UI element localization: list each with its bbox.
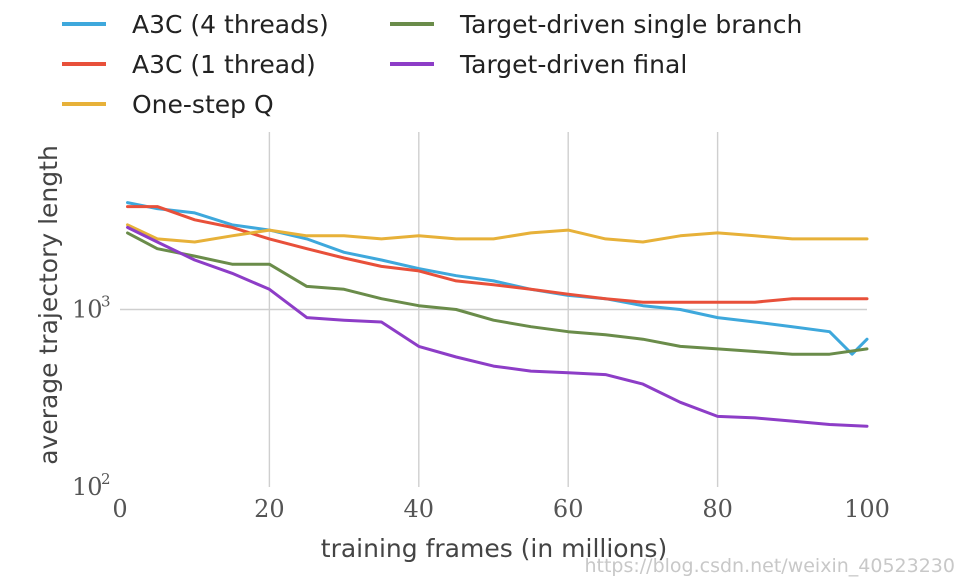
- series-line-target-driven-final: [126, 225, 869, 428]
- x-tick-label: 0: [112, 495, 127, 523]
- grid-lines: [120, 132, 867, 487]
- series-line-a3c-4-threads: [126, 201, 869, 356]
- x-tick-label: 60: [553, 495, 584, 523]
- legend: A3C (4 threads) A3C (1 thread) One-step Q T…: [62, 10, 802, 119]
- series-line-a3c-1-thread: [126, 205, 869, 304]
- y-tick-label: 10: [72, 296, 103, 324]
- x-tick-label: 100: [844, 495, 890, 523]
- x-tick-label: 40: [404, 495, 435, 523]
- legend-entry-label: Target-driven final: [459, 50, 687, 79]
- series-line-target-driven-single-branch: [126, 231, 869, 356]
- legend-entry-label: One-step Q: [132, 90, 274, 119]
- y-axis-label: average trajectory length: [34, 145, 63, 465]
- x-tick-label: 80: [702, 495, 733, 523]
- series-line-one-step-q: [126, 223, 869, 244]
- y-tick-label: 10: [72, 473, 103, 501]
- x-tick-label: 20: [254, 495, 285, 523]
- watermark-text: https://blog.csdn.net/weixin_40523230: [584, 555, 955, 577]
- x-axis-label: training frames (in millions): [321, 534, 667, 563]
- y-tick-exponent: 2: [101, 470, 111, 488]
- y-tick-exponent: 3: [101, 293, 111, 311]
- legend-entry-label: Target-driven single branch: [459, 10, 802, 39]
- legend-entry-label: A3C (4 threads): [132, 10, 329, 39]
- series-lines: [126, 201, 869, 428]
- legend-entry-label: A3C (1 thread): [132, 50, 316, 79]
